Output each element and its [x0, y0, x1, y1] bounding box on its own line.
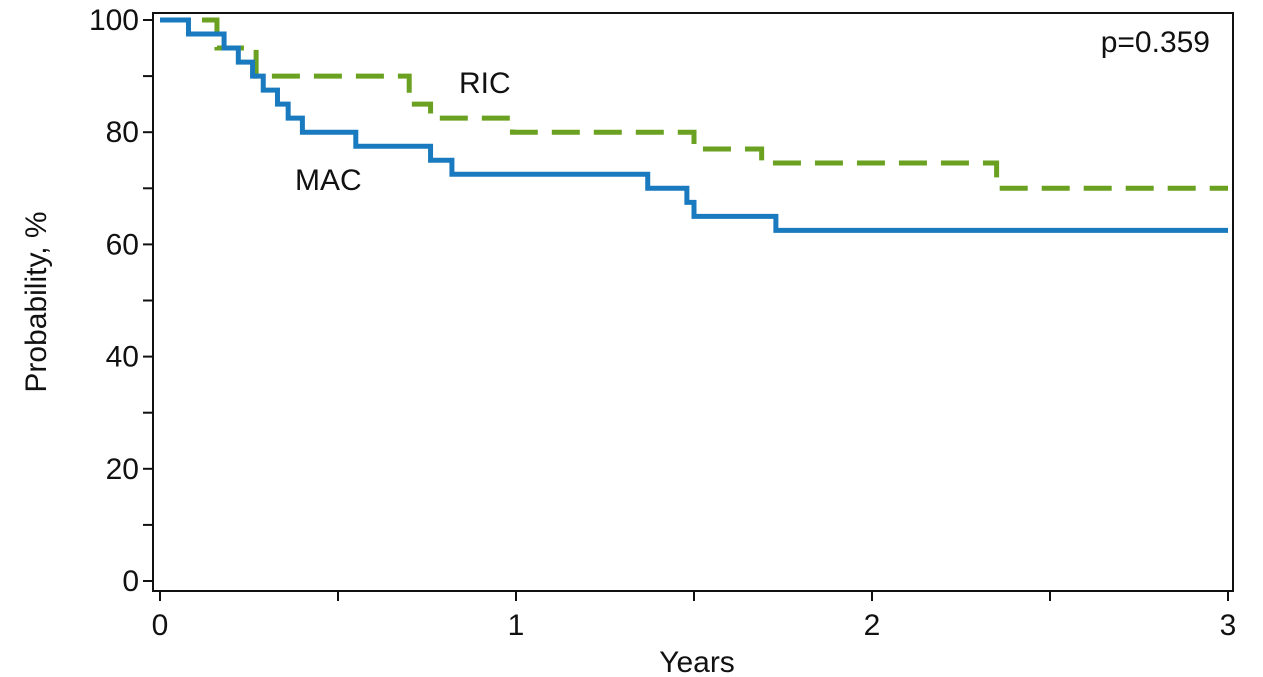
series-line-mac [160, 20, 1228, 230]
x-axis-title: Years [659, 646, 735, 677]
y-tick-label: 40 [106, 341, 139, 374]
x-tick-label: 0 [152, 609, 169, 642]
y-tick-label: 100 [89, 4, 139, 37]
x-tick-label: 1 [508, 609, 525, 642]
x-tick-label: 3 [1220, 609, 1237, 642]
y-axis-title: Probability, % [20, 211, 53, 392]
x-tick-label: 2 [864, 609, 881, 642]
y-tick-label: 60 [106, 228, 139, 261]
x-axis: 0 1 2 3 [152, 591, 1237, 642]
series-label-ric: RIC [459, 67, 511, 100]
y-axis: 0 20 40 60 80 100 [89, 4, 153, 598]
plot-frame [153, 13, 1233, 591]
y-tick-label: 80 [106, 116, 139, 149]
series-layer [160, 20, 1228, 230]
y-tick-label: 0 [122, 565, 139, 598]
y-tick-label: 20 [106, 453, 139, 486]
series-label-mac: MAC [295, 164, 362, 197]
p-value-annotation: p=0.359 [1101, 26, 1210, 59]
